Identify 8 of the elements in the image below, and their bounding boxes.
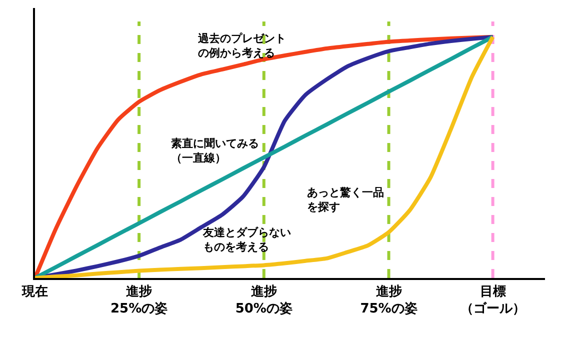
annotation: 友達とダブらないものを考える <box>202 226 291 254</box>
annotation: 素直に聞いてみる（一直線） <box>171 137 259 164</box>
annotation: あっと驚く一品を探す <box>307 186 384 214</box>
x-tick-label: 目標（ゴール） <box>460 284 526 316</box>
x-tick-label: 進捗75%の姿 <box>360 284 418 316</box>
x-tick-label: 進捗50%の姿 <box>235 284 292 316</box>
x-tick-label: 進捗25%の姿 <box>110 284 168 316</box>
x-tick-label: 現在 <box>21 284 48 300</box>
